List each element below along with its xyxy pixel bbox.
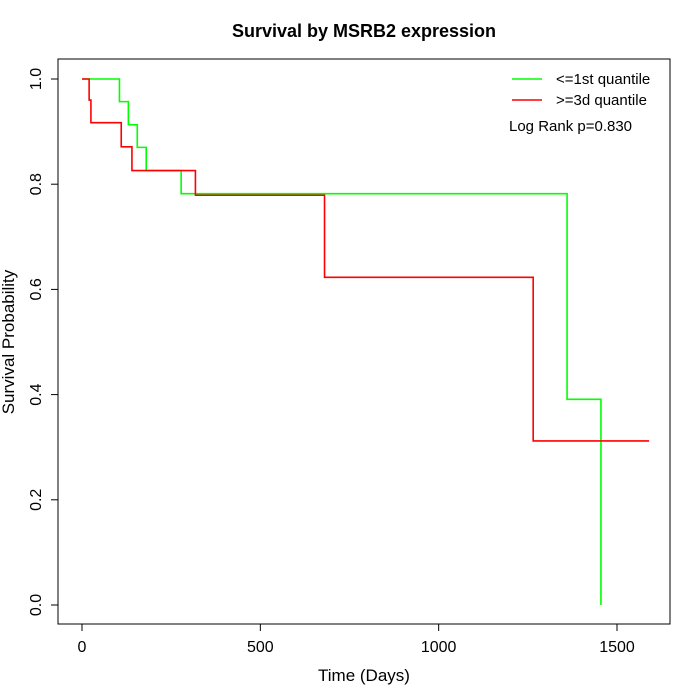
y-tick-label: 0.6 bbox=[28, 278, 45, 300]
legend-label-high: >=3d quantile bbox=[556, 92, 647, 109]
x-tick-label: 0 bbox=[78, 639, 87, 656]
x-tick-label: 1000 bbox=[421, 639, 457, 656]
y-tick-label: 1.0 bbox=[28, 68, 45, 90]
y-axis: 0.0 0.2 0.4 0.6 0.8 1.0 bbox=[28, 68, 59, 616]
series-layer bbox=[82, 78, 650, 605]
y-axis-label: Survival Probability bbox=[0, 269, 18, 414]
x-axis: 0 500 1000 1500 bbox=[78, 623, 635, 656]
y-tick-label: 0.4 bbox=[28, 383, 45, 405]
x-axis-label: Time (Days) bbox=[318, 666, 410, 685]
legend: <=1st quantile >=3d quantile bbox=[512, 71, 650, 109]
plot-frame bbox=[57, 58, 671, 625]
y-tick-label: 0.8 bbox=[28, 173, 45, 195]
y-tick-label: 0.0 bbox=[28, 594, 45, 616]
legend-label-low: <=1st quantile bbox=[556, 71, 650, 88]
x-tick-label: 500 bbox=[247, 639, 274, 656]
log-rank-annotation: Log Rank p=0.830 bbox=[509, 118, 632, 135]
survival-curve-high-quantile bbox=[82, 78, 650, 442]
survival-curve-low-quantile bbox=[82, 78, 602, 605]
y-tick-label: 0.2 bbox=[28, 489, 45, 511]
chart-title: Survival by MSRB2 expression bbox=[232, 21, 496, 41]
x-tick-label: 1500 bbox=[599, 639, 635, 656]
